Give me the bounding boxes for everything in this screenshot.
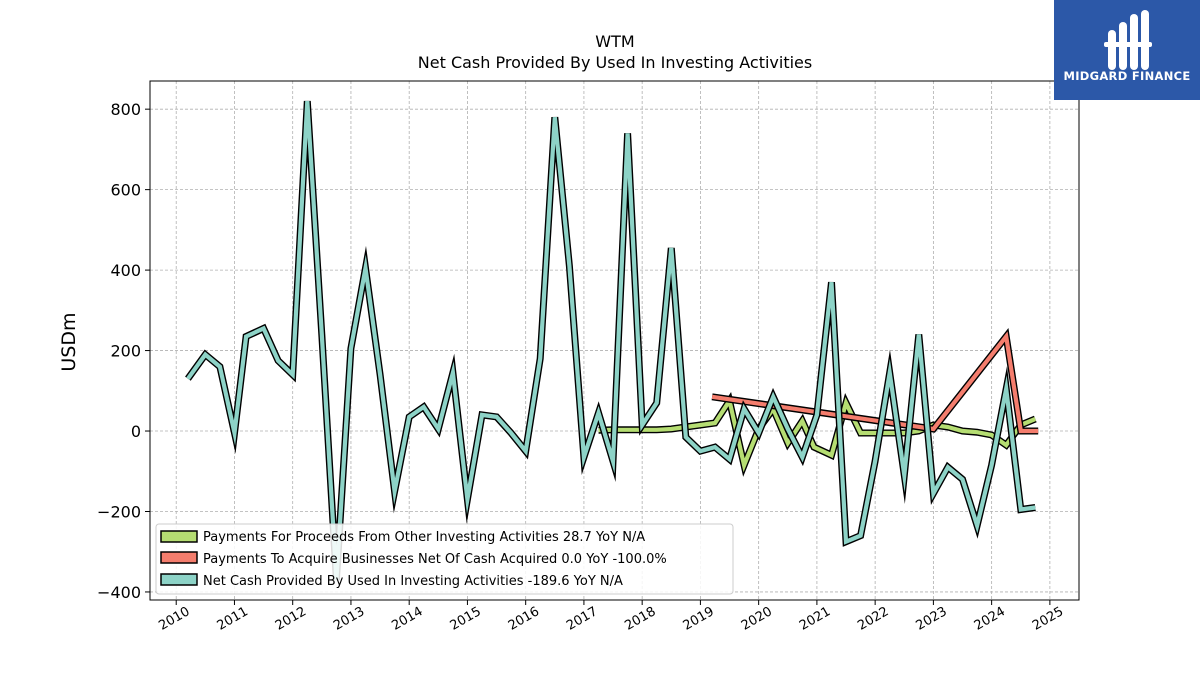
series-lines	[185, 100, 1039, 581]
chart-subtitle: Net Cash Provided By Used In Investing A…	[418, 53, 812, 72]
brand-mark-icon	[1104, 10, 1152, 70]
legend-label-acquire-businesses: Payments To Acquire Businesses Net Of Ca…	[203, 552, 667, 567]
legend-swatch-acquire-businesses	[160, 551, 198, 564]
y-tick-label: −200	[97, 502, 141, 521]
series-line-other-investing-stroke	[598, 395, 1037, 473]
y-axis-label: USDm	[58, 312, 80, 371]
series-line-acquire-businesses	[711, 328, 1039, 435]
legend-box	[155, 523, 734, 595]
series-line-acquire-businesses-stroke	[711, 331, 1039, 434]
legend-swatch-net-cash-investing	[160, 573, 198, 586]
legend-swatch-other-investing	[160, 530, 198, 543]
brand-logo: MIDGARD FINANCE	[1054, 0, 1200, 100]
series-line-other-investing	[598, 391, 1037, 477]
grid	[150, 81, 1079, 600]
series-line-net-cash-investing	[185, 100, 1036, 581]
y-axis-ticks: −400 −200 0 200 400 600 800	[97, 100, 150, 602]
y-tick-label: −400	[97, 583, 141, 602]
series-line-net-cash-investing-stroke	[186, 100, 1036, 581]
chart-title: WTM	[595, 32, 634, 51]
legend: Payments For Proceeds From Other Investi…	[155, 523, 734, 595]
legend-label-other-investing: Payments For Proceeds From Other Investi…	[203, 530, 645, 545]
y-tick-label: 0	[131, 422, 141, 441]
brand-logo-text: MIDGARD FINANCE	[1063, 69, 1190, 83]
legend-label-net-cash-investing: Net Cash Provided By Used In Investing A…	[203, 574, 623, 589]
y-tick-label: 600	[110, 181, 141, 200]
y-tick-label: 200	[110, 342, 141, 361]
y-tick-label: 400	[110, 261, 141, 280]
plot-frame	[149, 80, 1080, 601]
y-tick-label: 800	[110, 100, 141, 119]
